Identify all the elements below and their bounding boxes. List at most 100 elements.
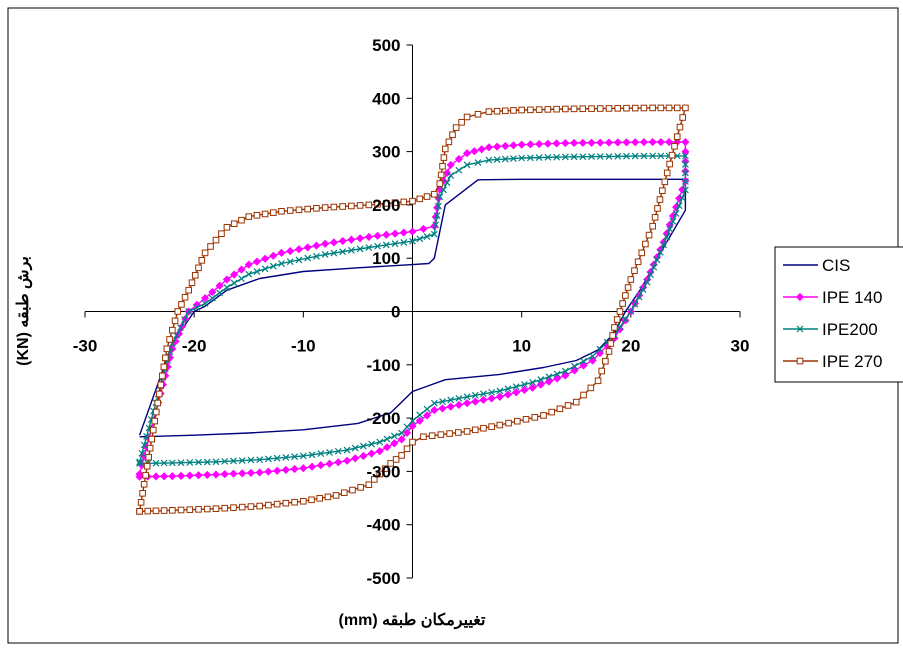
data-point xyxy=(370,476,378,483)
data-point xyxy=(570,105,578,113)
data-point xyxy=(261,210,269,218)
data-point xyxy=(676,123,684,131)
data-point xyxy=(151,472,161,481)
data-point xyxy=(495,392,504,401)
y-tick-label: 200 xyxy=(372,196,400,215)
data-point xyxy=(474,159,482,166)
data-point xyxy=(531,414,539,421)
data-point xyxy=(291,498,298,506)
data-point xyxy=(518,154,526,162)
data-point xyxy=(454,154,463,164)
data-point xyxy=(282,499,290,507)
data-point xyxy=(245,270,253,278)
y-axis-title: برش طبقه (KN) xyxy=(15,256,33,366)
data-point xyxy=(221,504,229,512)
data-point xyxy=(656,137,665,147)
data-point xyxy=(634,258,642,266)
data-point xyxy=(512,388,521,397)
data-point xyxy=(212,505,220,513)
x-axis-title: تغییرمکان طبقه (mm) xyxy=(339,612,486,630)
data-point xyxy=(430,230,438,238)
data-point xyxy=(493,107,501,115)
data-point xyxy=(281,465,290,474)
data-point xyxy=(640,104,648,112)
data-point xyxy=(351,454,360,463)
data-point xyxy=(602,357,609,365)
data-point xyxy=(303,243,312,252)
data-point xyxy=(681,169,689,177)
data-point xyxy=(282,454,290,461)
data-point xyxy=(455,429,462,436)
data-point xyxy=(529,378,537,386)
data-point xyxy=(544,377,554,386)
data-point xyxy=(423,193,431,200)
data-point xyxy=(188,279,196,287)
data-point xyxy=(160,459,168,467)
data-point xyxy=(390,229,400,238)
legend-label: IPE 140 xyxy=(822,288,883,307)
data-point xyxy=(661,178,669,186)
data-point xyxy=(230,270,239,279)
data-point xyxy=(622,138,631,147)
data-point xyxy=(673,104,681,112)
data-point xyxy=(416,411,424,419)
data-point xyxy=(238,469,247,478)
data-point xyxy=(454,400,463,409)
data-point xyxy=(334,447,342,455)
x-tick-label: -10 xyxy=(291,337,316,356)
data-point xyxy=(436,193,444,201)
data-point xyxy=(463,399,472,408)
data-point xyxy=(605,152,613,160)
data-point xyxy=(422,411,432,420)
data-point xyxy=(295,206,303,214)
data-point xyxy=(253,211,261,219)
data-point xyxy=(163,345,171,353)
data-point xyxy=(143,462,151,470)
data-point xyxy=(151,417,159,425)
data-point xyxy=(177,471,186,480)
data-point xyxy=(160,507,168,514)
data-point xyxy=(681,137,690,147)
data-point xyxy=(666,160,673,168)
data-point xyxy=(177,506,185,514)
data-point xyxy=(480,390,487,398)
data-point xyxy=(203,470,212,479)
data-point xyxy=(400,238,408,246)
data-point xyxy=(140,480,148,488)
data-point xyxy=(649,152,657,160)
legend-label: IPE 270 xyxy=(822,352,883,371)
data-point xyxy=(570,138,579,148)
data-point xyxy=(321,204,329,211)
data-point xyxy=(265,501,272,509)
data-point xyxy=(174,308,182,315)
data-point xyxy=(308,496,315,504)
data-point xyxy=(477,145,486,154)
data-point xyxy=(501,155,509,163)
data-point xyxy=(445,138,453,146)
data-point xyxy=(440,154,448,161)
data-point xyxy=(186,459,194,466)
data-point xyxy=(660,241,668,249)
data-point xyxy=(650,263,658,271)
data-point xyxy=(195,458,202,466)
data-point xyxy=(653,256,661,264)
data-point xyxy=(501,107,509,115)
data-point xyxy=(430,399,438,407)
data-point xyxy=(195,506,202,513)
data-point xyxy=(177,459,185,467)
data-point xyxy=(365,201,373,209)
data-point xyxy=(562,105,569,113)
data-point xyxy=(356,202,364,209)
data-point xyxy=(230,220,238,228)
data-point xyxy=(168,459,176,467)
data-point xyxy=(409,417,416,425)
data-point xyxy=(221,457,229,465)
data-point xyxy=(365,244,373,251)
data-point xyxy=(343,446,351,454)
data-point xyxy=(463,393,471,401)
data-point xyxy=(392,456,400,463)
data-point xyxy=(173,332,180,339)
data-point xyxy=(171,317,179,325)
data-point xyxy=(230,504,237,511)
data-point xyxy=(509,141,518,150)
